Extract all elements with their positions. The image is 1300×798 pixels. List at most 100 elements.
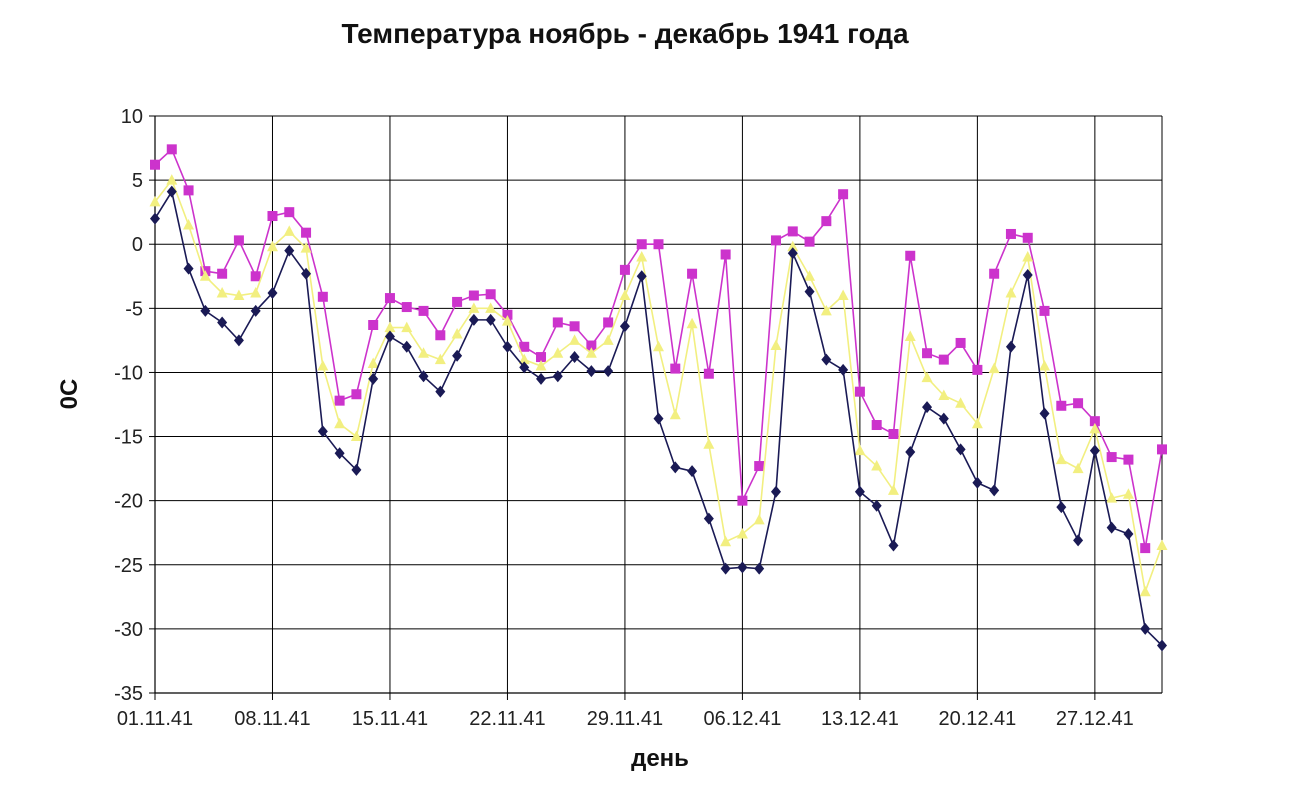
data-point [687,268,698,279]
data-point [502,340,513,353]
series-2 [149,174,1168,597]
data-point [250,286,262,298]
data-point [183,262,194,275]
data-point [586,340,597,351]
data-point [737,495,748,506]
data-point [1022,251,1034,262]
data-point [989,268,1000,279]
data-point [435,385,446,398]
data-point [569,351,580,364]
data-point [770,485,781,498]
data-point [988,362,1000,374]
data-point [1123,454,1134,465]
data-point [1106,521,1117,534]
data-point [435,330,446,341]
x-tick-label: 20.12.41 [938,708,1016,730]
data-point [1072,462,1084,474]
data-point [804,285,815,298]
data-point [200,304,211,317]
data-point [150,212,160,225]
data-point [384,321,396,333]
data-point [1039,407,1050,420]
data-point [821,216,832,227]
data-point [485,302,497,313]
y-tick-label: -30 [114,619,143,641]
data-point [199,270,211,281]
data-point [166,144,177,155]
data-point [989,484,1000,497]
data-point [971,417,983,429]
data-point [267,286,278,299]
data-point [670,461,681,474]
data-point [1005,286,1017,298]
data-point [1056,501,1067,514]
series-group [149,144,1168,652]
y-tick-label: -20 [114,491,143,513]
data-point [720,535,732,547]
data-point [720,562,731,575]
data-point [887,484,899,495]
data-point [1089,422,1101,434]
data-point [888,539,899,552]
data-point [485,289,496,300]
data-point [284,244,295,257]
data-point [1056,400,1067,411]
data-point [838,189,849,200]
y-tick-label: 10 [121,106,143,128]
data-point [871,499,882,512]
data-point [905,250,916,261]
y-tick-label: -10 [114,362,143,384]
data-point [754,461,765,472]
data-point [1073,398,1084,409]
data-point [401,321,413,333]
data-point [922,401,933,414]
data-point [216,286,228,298]
data-point [653,239,664,250]
data-point [284,207,295,218]
data-point [233,289,245,301]
data-point [669,408,681,420]
x-axis-ticks: 01.11.41 08.11.41 15.11.41 22.11.41 29.11.41… [117,693,1134,730]
series-1 [150,144,1167,554]
data-point [602,334,614,345]
data-point [787,247,798,260]
data-point [586,365,597,378]
data-point [217,316,228,329]
data-point [1156,539,1168,551]
data-point [838,363,849,376]
x-tick-label: 15.11.41 [352,708,428,730]
data-point [1055,453,1067,465]
data-point [233,235,244,246]
data-point [217,268,228,279]
data-point [770,235,781,246]
data-point [384,330,395,343]
data-point [418,370,429,383]
data-point [536,352,547,363]
data-point [317,425,328,438]
data-point [1022,232,1033,243]
data-point [1005,228,1016,239]
data-point [1139,585,1151,597]
data-point [619,264,630,275]
data-point [787,240,799,252]
data-point [267,211,278,222]
data-point [334,395,345,406]
data-point [820,304,832,316]
data-point [434,353,446,365]
data-point [1157,639,1167,652]
data-point [703,512,714,525]
y-tick-label: 5 [132,170,143,192]
data-point [351,389,362,400]
data-point [1122,488,1134,499]
x-tick-label: 13.12.41 [821,708,899,730]
x-axis-title: день [631,745,689,772]
data-point [519,341,530,352]
data-point [703,438,715,449]
data-point [1123,528,1134,541]
data-point [871,460,883,471]
data-point [619,320,630,333]
data-point [854,386,865,397]
data-point [317,291,328,302]
x-tick-label: 27.12.41 [1056,708,1134,730]
data-point [250,271,261,282]
